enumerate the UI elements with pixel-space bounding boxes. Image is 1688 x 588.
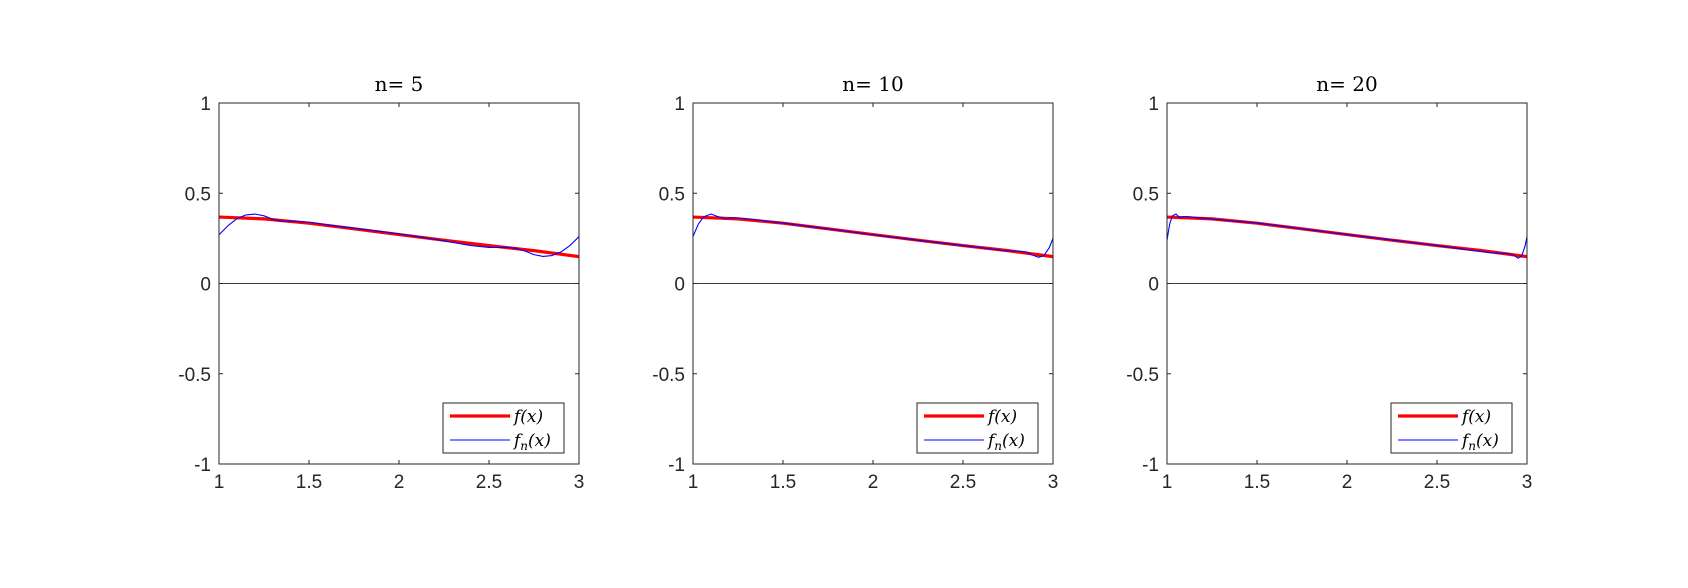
legend-label: f(x) <box>512 407 543 427</box>
y-tick-label: -0.5 <box>652 365 685 386</box>
legend-label: fn(x) <box>1460 431 1499 453</box>
y-tick-label: -0.5 <box>178 365 211 386</box>
y-tick-label: -0.5 <box>1126 365 1159 386</box>
subplot-2: n= 10 1 1.5 2 2.5 3 -1 -0.5 0 0.5 1 f(x) fn(x) <box>652 72 1058 493</box>
y-tick-label: -1 <box>1142 455 1159 476</box>
series-group <box>219 213 579 259</box>
y-tick-label: 1 <box>200 94 211 115</box>
x-tick-label: 1.5 <box>770 472 796 493</box>
y-tick-label: 0.5 <box>659 184 685 205</box>
legend-label: f(x) <box>1460 407 1491 427</box>
series-fn-line <box>1167 213 1527 259</box>
y-tick-label: 1 <box>1148 94 1159 115</box>
legend: f(x) fn(x) <box>442 402 565 454</box>
x-tick-label: 2.5 <box>476 472 502 493</box>
x-tick-label: 3 <box>574 472 585 493</box>
x-tick-label: 2 <box>868 472 879 493</box>
x-tick-label: 2 <box>394 472 405 493</box>
legend-label: fn(x) <box>512 431 551 453</box>
legend: f(x) fn(x) <box>916 402 1039 454</box>
x-tick-label: 2 <box>1342 472 1353 493</box>
series-group <box>693 213 1053 259</box>
y-tick-label: 0.5 <box>185 184 211 205</box>
x-tick-label: 3 <box>1048 472 1059 493</box>
series-fn-line <box>219 213 579 257</box>
x-tick-label: 1 <box>1162 472 1173 493</box>
subplot-3: n= 20 1 1.5 2 2.5 3 -1 -0.5 0 0.5 1 f(x) fn(x) <box>1126 72 1532 493</box>
y-tick-label: 0.5 <box>1133 184 1159 205</box>
y-tick-label: -1 <box>194 455 211 476</box>
legend-box <box>916 402 1039 454</box>
y-tick-label: 1 <box>674 94 685 115</box>
x-tick-label: 1.5 <box>296 472 322 493</box>
legend-box <box>442 402 565 454</box>
y-tick-label: 0 <box>200 275 211 296</box>
legend-box <box>1390 402 1513 454</box>
x-tick-label: 2.5 <box>950 472 976 493</box>
chart-title: n= 5 <box>375 72 424 96</box>
legend-label: fn(x) <box>986 431 1025 453</box>
x-tick-label: 2.5 <box>1424 472 1450 493</box>
y-tick-label: 0 <box>1148 275 1159 296</box>
x-tick-label: 3 <box>1522 472 1533 493</box>
legend: f(x) fn(x) <box>1390 402 1513 454</box>
legend-label: f(x) <box>986 407 1017 427</box>
series-fn-line <box>693 213 1053 258</box>
series-f-line <box>693 215 1053 259</box>
chart-title: n= 10 <box>842 72 903 96</box>
series-group <box>1167 213 1527 259</box>
x-tick-label: 1.5 <box>1244 472 1270 493</box>
x-tick-label: 1 <box>214 472 225 493</box>
y-tick-label: 0 <box>674 275 685 296</box>
y-tick-label: -1 <box>668 455 685 476</box>
subplot-1: n= 5 1 1.5 2 2.5 3 -1 -0.5 0 0.5 1 f(x) fn(x) <box>178 72 584 493</box>
x-tick-label: 1 <box>688 472 699 493</box>
chart-title: n= 20 <box>1316 72 1377 96</box>
